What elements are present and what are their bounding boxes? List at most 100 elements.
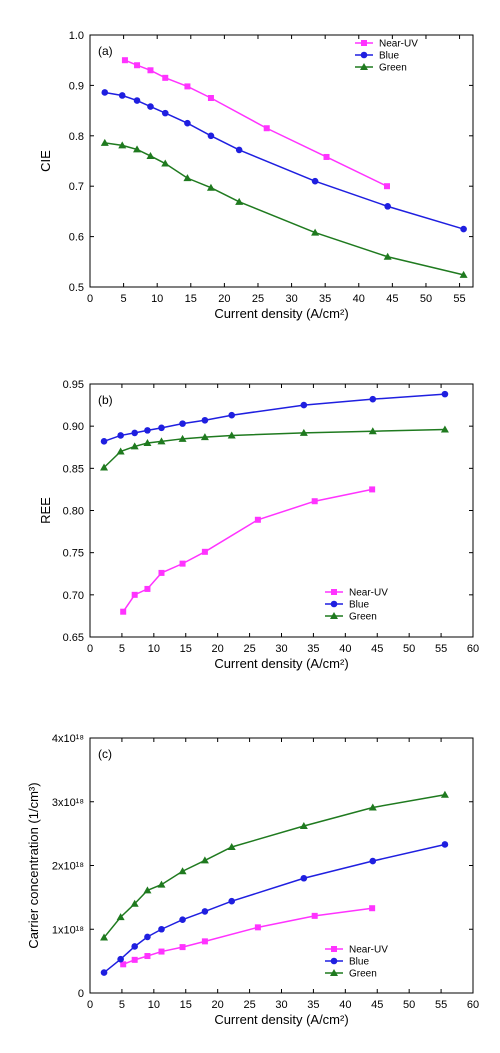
- data-point: [144, 585, 151, 592]
- series-blue: [101, 89, 467, 233]
- series-near-uv: [121, 57, 390, 190]
- data-point: [144, 933, 151, 941]
- series-blue: [100, 841, 449, 976]
- x-tick-label: 25: [243, 643, 255, 655]
- series-near-uv: [120, 486, 376, 615]
- series-near-uv: [120, 905, 376, 968]
- x-axis-label: Current density (A/cm²): [214, 1012, 348, 1027]
- legend-marker: [330, 600, 338, 608]
- data-point: [263, 125, 270, 132]
- data-point: [440, 790, 449, 798]
- data-point: [131, 429, 138, 437]
- x-tick-label: 25: [252, 293, 264, 305]
- legend-entry: Blue: [325, 600, 369, 611]
- data-point: [158, 925, 165, 933]
- x-axis-label: Current density (A/cm²): [214, 656, 348, 671]
- data-point: [143, 886, 152, 894]
- data-point: [369, 857, 377, 865]
- x-tick-label: 25: [243, 999, 255, 1011]
- data-point: [311, 177, 319, 185]
- data-point: [158, 948, 165, 955]
- data-point: [161, 159, 170, 167]
- data-point: [201, 908, 209, 915]
- panel-label: (a): [98, 44, 113, 58]
- x-tick-label: 15: [180, 999, 192, 1011]
- data-point: [117, 955, 124, 963]
- data-point: [207, 95, 214, 101]
- data-point: [117, 432, 124, 439]
- data-point: [228, 897, 236, 905]
- data-point: [162, 74, 169, 81]
- x-axis-label: Current density (A/cm²): [214, 306, 348, 321]
- data-point: [147, 103, 154, 110]
- legend-marker: [330, 957, 338, 965]
- x-tick-label: 30: [285, 293, 297, 305]
- data-point: [131, 956, 138, 963]
- x-tick-label: 20: [212, 999, 224, 1011]
- x-tick-label: 60: [467, 999, 479, 1011]
- data-point: [384, 203, 391, 210]
- x-tick-label: 35: [307, 643, 319, 655]
- data-point: [201, 938, 208, 945]
- y-tick-label: 2x10¹⁸: [52, 861, 84, 873]
- x-tick-label: 50: [403, 999, 415, 1011]
- data-point: [254, 516, 261, 523]
- y-tick-label: 0.70: [63, 590, 84, 602]
- y-tick-label: 4x10¹⁸: [52, 733, 84, 745]
- data-point: [227, 431, 236, 439]
- chart-panel-1: 0 5 10 15 20 25 30 35 40 45 50 55 0.5 0.6 0.7 0.8 0.9 1.0…: [38, 30, 474, 321]
- legend-label: Near-UV: [349, 945, 388, 956]
- data-point: [184, 83, 191, 90]
- data-point: [323, 153, 330, 160]
- series-line: [103, 793, 446, 939]
- data-point: [120, 961, 127, 968]
- x-tick-label: 20: [218, 293, 230, 305]
- data-point: [179, 560, 186, 567]
- data-point: [235, 146, 243, 154]
- data-point: [131, 943, 138, 950]
- data-point: [100, 463, 109, 471]
- panel-label: (c): [98, 747, 112, 761]
- data-point: [383, 183, 390, 190]
- data-point: [146, 151, 155, 159]
- legend-label: Green: [349, 969, 377, 980]
- data-point: [144, 427, 151, 434]
- legend-label: Near-UV: [379, 39, 418, 50]
- data-point: [179, 420, 186, 427]
- x-tick-label: 55: [453, 293, 465, 305]
- plot-frame: [89, 383, 474, 638]
- legend-marker: [361, 40, 367, 46]
- y-tick-label: 0.80: [63, 506, 84, 518]
- x-tick-label: 50: [420, 293, 432, 305]
- legend-label: Blue: [379, 51, 399, 62]
- y-tick-label: 0: [78, 988, 84, 1000]
- x-tick-label: 45: [371, 643, 383, 655]
- x-tick-label: 35: [307, 999, 319, 1011]
- legend-marker: [331, 589, 337, 595]
- data-point: [206, 183, 215, 191]
- y-axis-label: REE: [38, 497, 53, 524]
- data-point: [299, 428, 308, 436]
- y-tick-label: 0.95: [63, 379, 84, 391]
- data-point: [207, 132, 215, 140]
- data-point: [116, 447, 125, 455]
- legend-entry: Blue: [355, 51, 399, 62]
- y-axis-label: CIE: [38, 150, 53, 172]
- legend-entry: Green: [325, 969, 377, 980]
- data-point: [228, 411, 236, 419]
- x-tick-label: 20: [212, 643, 224, 655]
- legend-label: Near-UV: [349, 588, 388, 599]
- x-tick-label: 0: [87, 293, 93, 305]
- data-point: [300, 874, 308, 882]
- x-tick-label: 0: [87, 999, 93, 1011]
- data-point: [200, 856, 209, 864]
- data-point: [178, 867, 187, 875]
- y-tick-label: 0.8: [69, 131, 84, 143]
- series-green: [100, 790, 449, 941]
- y-tick-label: 0.5: [69, 282, 84, 294]
- y-tick-label: 1.0: [69, 30, 84, 42]
- data-point: [368, 803, 377, 811]
- legend-label: Green: [349, 612, 377, 623]
- legend-marker: [330, 612, 338, 619]
